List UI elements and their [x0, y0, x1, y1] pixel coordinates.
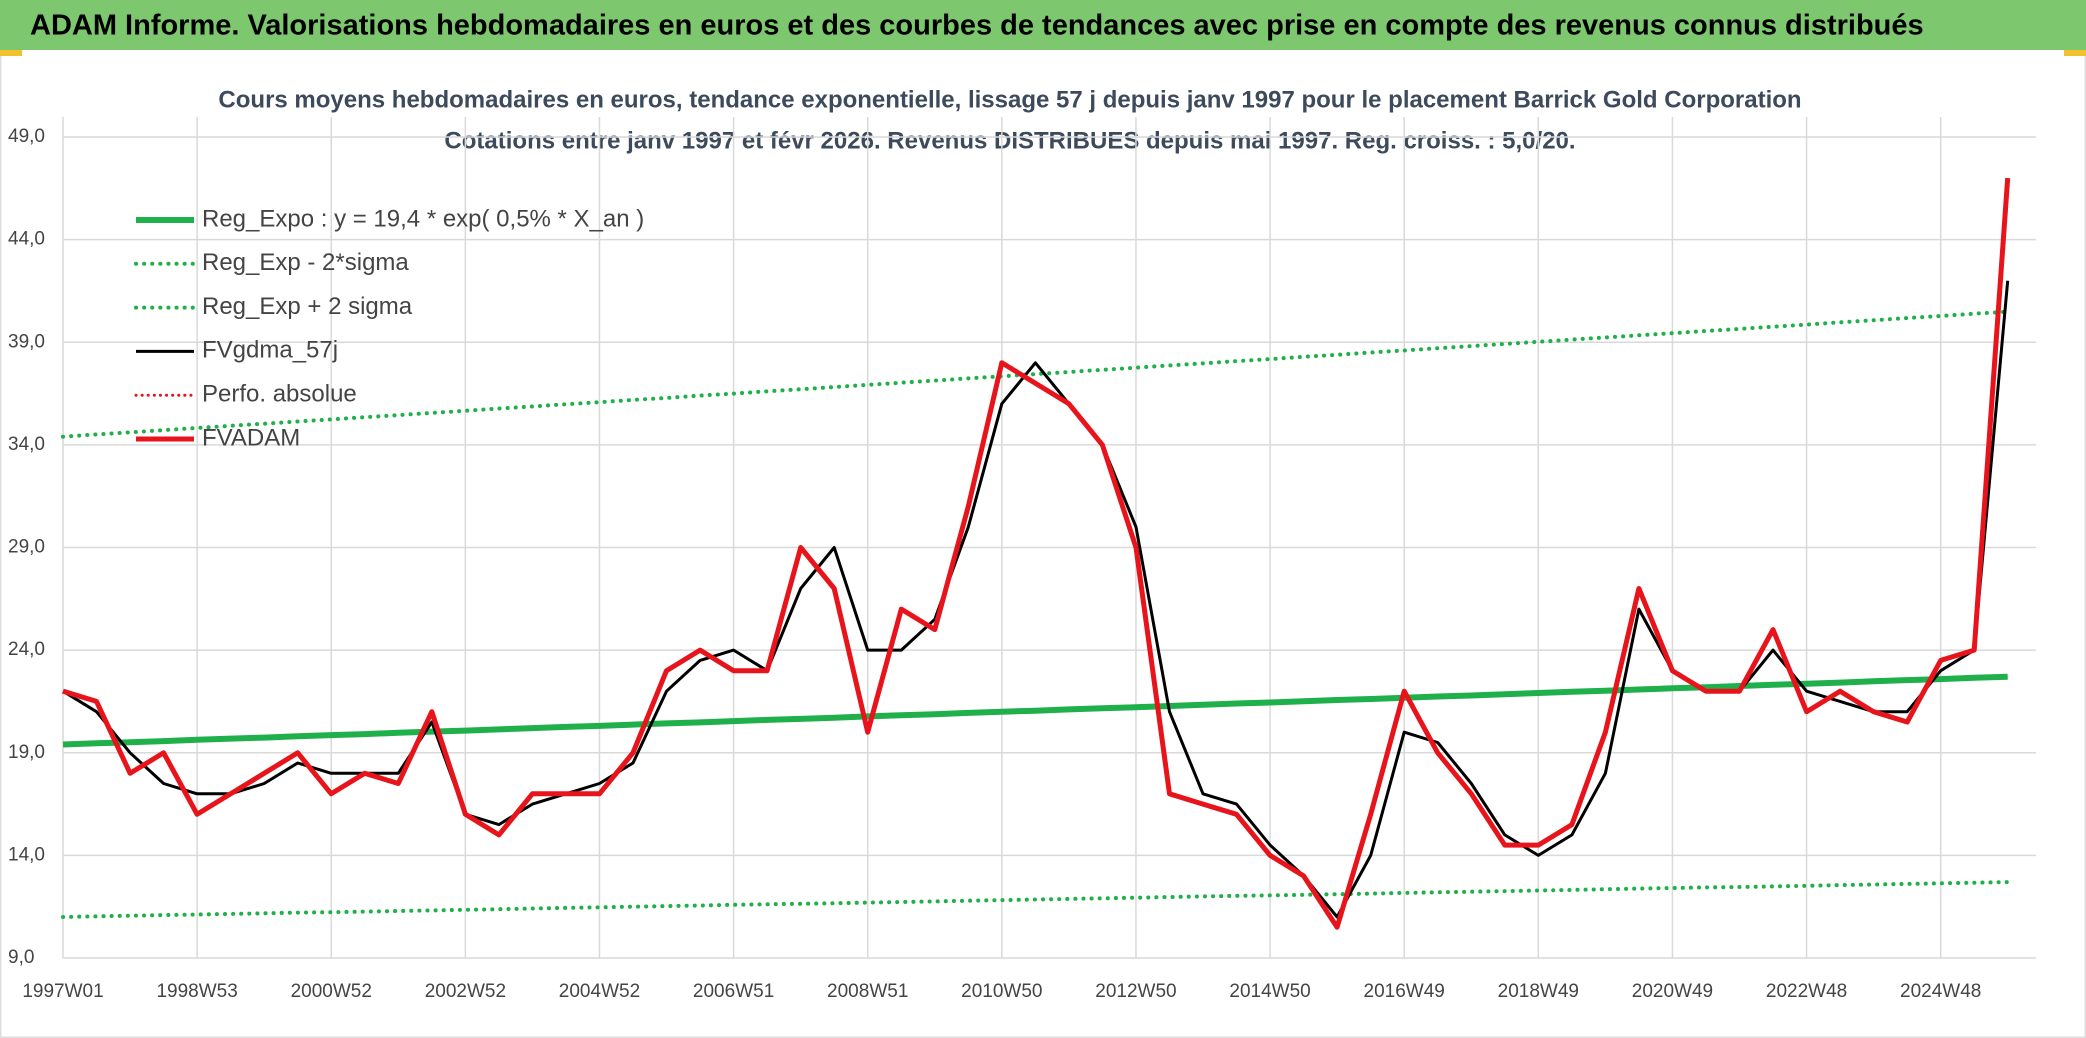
y-tick-label: 39,0	[8, 331, 45, 352]
line-series	[62, 673, 2008, 748]
x-tick-label: 1998W53	[156, 981, 237, 1002]
y-tick-label: 29,0	[8, 537, 45, 558]
y-tick-label: 24,0	[8, 639, 45, 660]
grid: 9,0 14,0 19,0 24,0 29,0 34,0 39,0 44,0 49,0 1997W…	[8, 117, 2036, 1002]
chart-title: Cours moyens hebdomadaires en euros, ten…	[218, 86, 1801, 113]
y-tick-label: 9,0	[8, 947, 34, 968]
x-tick-label: 2024W48	[1900, 981, 1981, 1002]
line-series	[61, 880, 2010, 919]
plot	[61, 177, 2011, 930]
y-tick-label: 34,0	[8, 434, 45, 455]
y-tick-label: 44,0	[8, 229, 45, 250]
line-series	[61, 309, 2010, 439]
x-tick-label: 2000W52	[291, 981, 372, 1002]
legend-label: Reg_Exp - 2*sigma	[202, 249, 409, 276]
x-tick-label: 2008W51	[827, 981, 908, 1002]
corner-mark	[0, 50, 22, 56]
x-tick-label: 2016W49	[1364, 981, 1445, 1002]
x-tick-label: 1997W01	[22, 981, 103, 1002]
title-bar	[0, 0, 2086, 50]
x-tick-label: 2012W50	[1095, 981, 1176, 1002]
x-tick-label: 2022W48	[1766, 981, 1847, 1002]
x-tick-label: 2002W52	[425, 981, 506, 1002]
legend-label: Reg_Exp + 2 sigma	[202, 293, 413, 320]
legend-label: FVgdma_57j	[202, 337, 338, 364]
legend-label: FVADAM	[202, 424, 300, 451]
x-tick-label: 2006W51	[693, 981, 774, 1002]
line-series	[62, 177, 2011, 930]
x-tick-label: 2004W52	[559, 981, 640, 1002]
legend-label: Perfo. absolue	[202, 381, 357, 408]
x-tick-label: 2010W50	[961, 981, 1042, 1002]
legend: Reg_Expo : y = 19,4 * exp( 0,5% * X_an )…	[134, 205, 644, 451]
legend-label: Reg_Expo : y = 19,4 * exp( 0,5% * X_an )	[202, 205, 644, 232]
corner-mark	[2064, 50, 2086, 56]
chart-subtitle: Cotations entre janv 1997 et févr 2026. …	[444, 127, 1575, 154]
y-tick-label: 49,0	[8, 126, 45, 147]
x-tick-label: 2020W49	[1632, 981, 1713, 1002]
y-tick-label: 19,0	[8, 742, 45, 763]
page-title: ADAM Informe. Valorisations hebdomadaire…	[30, 10, 1924, 42]
y-tick-label: 14,0	[8, 844, 45, 865]
x-tick-label: 2018W49	[1498, 981, 1579, 1002]
x-tick-label: 2014W50	[1229, 981, 1310, 1002]
